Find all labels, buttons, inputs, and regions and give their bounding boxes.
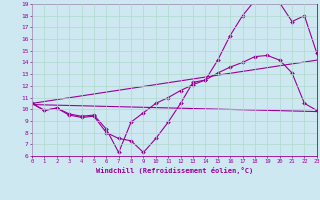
X-axis label: Windchill (Refroidissement éolien,°C): Windchill (Refroidissement éolien,°C): [96, 167, 253, 174]
